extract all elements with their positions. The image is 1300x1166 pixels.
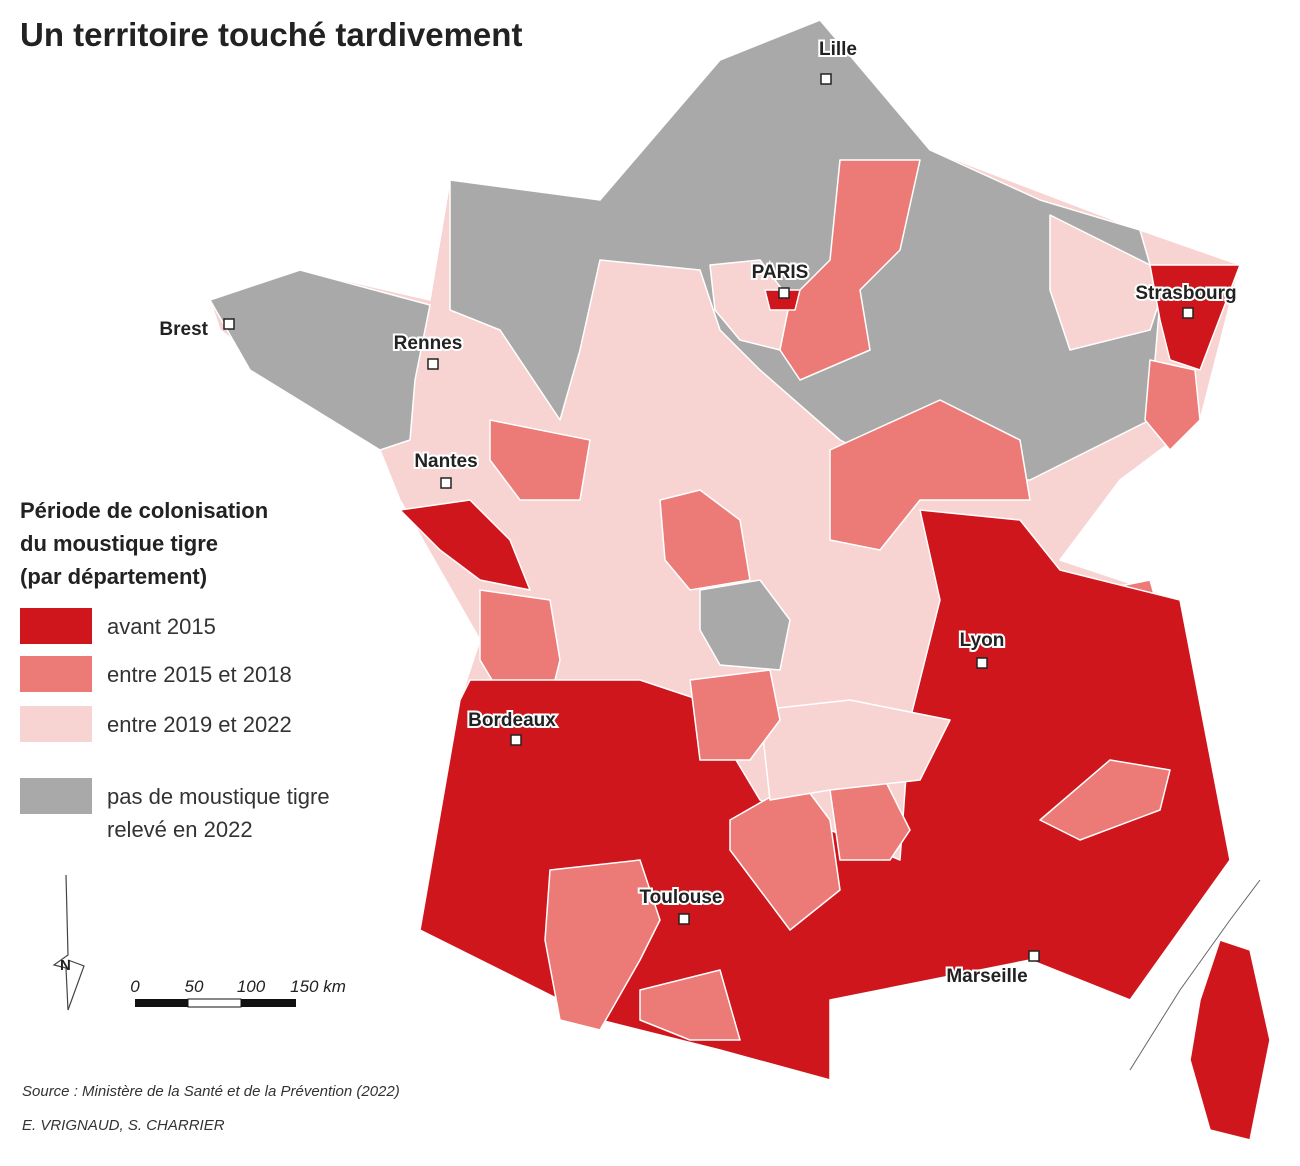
- legend-swatch: [20, 608, 92, 644]
- legend: Période de colonisation du moustique tigr…: [20, 498, 330, 842]
- city-label: Rennes: [394, 333, 463, 354]
- city-label: Lille: [819, 39, 857, 60]
- region: [1144, 359, 1201, 451]
- scale-label: 0: [130, 977, 140, 996]
- region: [779, 159, 921, 381]
- north-arrow: N: [52, 874, 85, 1011]
- cities: Lille PARIS Strasbourg Brest Rennes Nantes Lyo…: [157, 37, 1238, 989]
- legend-title: (par département): [20, 564, 207, 589]
- title: Un territoire touché tardivement: [20, 16, 522, 53]
- city-label: Toulouse: [639, 887, 722, 908]
- scale-label: 50: [185, 977, 204, 996]
- city-marker: [427, 358, 439, 370]
- city-marker: [440, 477, 452, 489]
- region: [1039, 759, 1171, 841]
- legend-label: relevé en 2022: [107, 817, 253, 842]
- city-label: Strasbourg: [1135, 283, 1236, 304]
- legend-swatch: [20, 656, 92, 692]
- scale-bar: 0 50 100 150 km: [130, 977, 346, 1008]
- inset-border: [1129, 879, 1261, 1071]
- city-marker: [778, 287, 790, 299]
- north-label: N: [60, 957, 71, 974]
- region: [399, 499, 531, 591]
- region: [209, 269, 431, 451]
- scale-segment: [187, 998, 242, 1008]
- region: [1189, 939, 1271, 1141]
- city-marker: [223, 318, 235, 330]
- authors: E. VRIGNAUD, S. CHARRIER: [22, 1117, 225, 1134]
- city-label: PARIS: [752, 262, 809, 283]
- region: [489, 419, 591, 501]
- scale-label: 100: [237, 977, 266, 996]
- region: [1149, 264, 1241, 371]
- legend-swatch: [20, 778, 92, 814]
- city-label: Nantes: [414, 451, 477, 472]
- legend-label: pas de moustique tigre: [107, 784, 330, 809]
- legend-label: entre 2019 et 2022: [107, 712, 292, 737]
- city-marker: [678, 913, 690, 925]
- region: [689, 669, 781, 761]
- region: [659, 489, 751, 591]
- region: [544, 859, 661, 1031]
- region: [639, 969, 741, 1041]
- region: [699, 579, 791, 671]
- city-marker: [976, 657, 988, 669]
- france-map: [209, 19, 1271, 1141]
- city-label: Bordeaux: [468, 710, 556, 731]
- legend-swatch: [20, 706, 92, 742]
- source: Source : Ministère de la Santé et de la …: [22, 1083, 400, 1100]
- region: [829, 399, 1031, 551]
- city-marker: [510, 734, 522, 746]
- city-label: Brest: [159, 319, 208, 340]
- scale-segment: [135, 999, 188, 1007]
- city-marker: [1028, 950, 1040, 962]
- region: [759, 699, 951, 801]
- legend-label: entre 2015 et 2018: [107, 662, 292, 687]
- scale-segment: [241, 999, 296, 1007]
- legend-title: du moustique tigre: [20, 531, 218, 556]
- city-label: Marseille: [946, 966, 1027, 987]
- legend-label: avant 2015: [107, 614, 216, 639]
- legend-title: Période de colonisation: [20, 498, 268, 523]
- city-label: Lyon: [960, 630, 1005, 651]
- scale-label: 150 km: [290, 977, 346, 996]
- city-marker: [820, 73, 832, 85]
- city-marker: [1182, 307, 1194, 319]
